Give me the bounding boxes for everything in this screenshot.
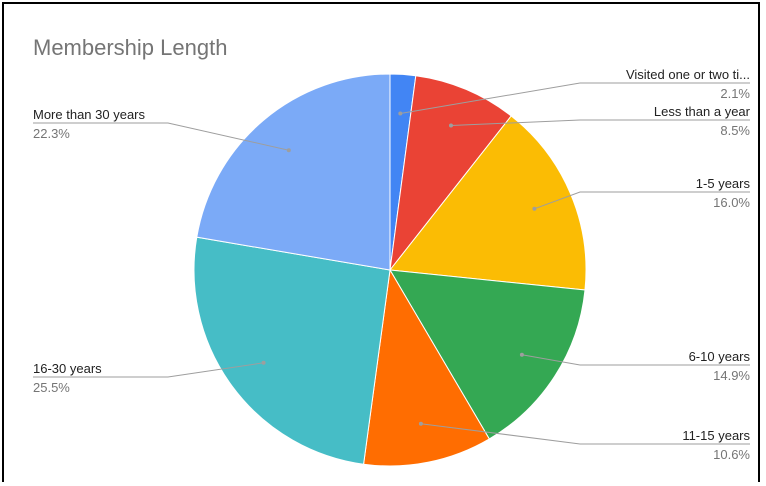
slice-label-6: More than 30 years [33,107,146,122]
pie-slice-2 [389,115,587,291]
slice-percent-5: 25.5% [33,380,70,395]
slice-label-5: 16-30 years [33,361,102,376]
callout-line-0 [400,82,750,114]
callout-line-2 [534,191,750,210]
slice-percent-4: 10.6% [713,447,750,462]
chart-title: Membership Length [33,35,227,60]
callout-line-3 [521,354,750,366]
slice-callouts: Visited one or two ti... 2.1% Less than a … [33,67,751,462]
callout-dot-3 [519,352,524,357]
slice-percent-0: 2.1% [720,86,750,101]
slice-percent-3: 14.9% [713,368,750,383]
slice-label-3: 6-10 years [689,349,751,364]
pie-slice-6 [196,73,391,271]
callout-dot-2 [532,206,537,211]
slice-label-1: Less than a year [654,104,751,119]
callout-dot-5 [261,360,266,365]
callout-line-1 [450,119,750,126]
callout-line-6 [33,122,289,151]
slice-percent-1: 8.5% [720,123,750,138]
pie-slice-4 [363,268,491,467]
slice-label-0: Visited one or two ti... [626,67,750,82]
callout-dot-4 [418,421,423,426]
slice-percent-2: 16.0% [713,195,750,210]
pie-slice-5 [193,236,391,465]
callout-line-4 [420,423,750,445]
callout-line-5 [33,362,264,378]
pie-slice-3 [389,269,586,440]
slice-percent-6: 22.3% [33,126,70,141]
callout-dot-6 [286,148,291,153]
slice-label-2: 1-5 years [696,176,751,191]
callout-dot-0 [398,111,403,116]
callout-dot-1 [449,123,453,128]
pie-slices [193,73,587,467]
slice-label-4: 11-15 years [682,428,750,443]
